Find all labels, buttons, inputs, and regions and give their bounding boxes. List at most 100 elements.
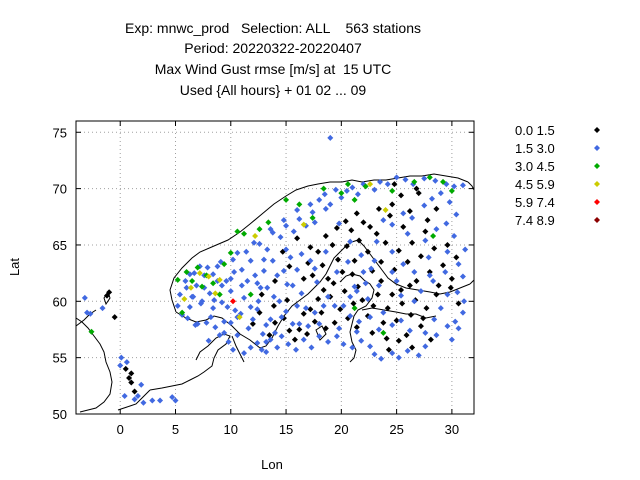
coastline-denmark	[149, 333, 231, 391]
station-point	[389, 187, 396, 194]
station-point	[207, 314, 214, 321]
station-point	[393, 317, 400, 324]
station-point	[290, 228, 297, 235]
station-point	[284, 281, 291, 288]
station-point	[330, 280, 337, 287]
station-point	[289, 320, 296, 327]
station-point	[307, 257, 314, 264]
station-point	[186, 303, 193, 310]
station-point	[378, 278, 385, 285]
x-tick-label: 0	[117, 422, 124, 437]
station-point	[99, 305, 106, 312]
coastline-scandinavia	[169, 173, 469, 313]
station-point	[199, 298, 206, 305]
station-point	[385, 346, 392, 353]
station-point	[389, 221, 396, 228]
station-point	[447, 284, 454, 291]
legend-entry-label: 1.5 3.0	[515, 141, 555, 156]
station-point	[380, 329, 387, 336]
station-point	[351, 196, 358, 203]
station-point	[269, 257, 276, 264]
station-point	[277, 234, 284, 241]
station-point	[413, 185, 420, 192]
station-point	[252, 272, 259, 279]
station-point	[190, 293, 197, 300]
station-point	[422, 329, 429, 336]
station-point	[417, 288, 424, 295]
station-point	[296, 320, 303, 327]
station-point	[236, 314, 243, 321]
station-point	[283, 222, 290, 229]
station-point	[238, 282, 245, 289]
station-point	[260, 267, 267, 274]
station-point	[362, 183, 369, 190]
station-point	[131, 388, 138, 395]
station-point	[249, 316, 256, 323]
station-point	[332, 186, 339, 193]
station-point	[371, 186, 378, 193]
station-point	[300, 221, 307, 228]
station-point	[384, 305, 391, 312]
station-point	[157, 397, 164, 404]
station-point	[322, 205, 329, 212]
station-point	[298, 290, 305, 297]
station-point	[117, 362, 124, 369]
station-point	[393, 174, 400, 181]
station-point	[256, 240, 263, 247]
station-point	[391, 181, 398, 188]
station-point	[347, 312, 354, 319]
station-point	[455, 261, 462, 268]
chart-title-line-1: Exp: mnwc_prod Selection: ALL 563 statio…	[125, 20, 421, 36]
station-point	[234, 332, 241, 339]
station-point	[421, 175, 428, 182]
station-point	[398, 287, 405, 294]
legend-marker	[594, 199, 600, 205]
station-point	[353, 328, 360, 335]
station-point	[377, 178, 384, 185]
station-point	[424, 217, 431, 224]
chart-title-line-3: Max Wind Gust rmse [m/s] at 15 UTC	[154, 61, 392, 77]
station-point	[433, 332, 440, 339]
station-point	[382, 239, 389, 246]
station-point	[187, 284, 194, 291]
station-point	[134, 392, 141, 399]
station-point	[254, 306, 261, 313]
data-points	[81, 134, 469, 406]
station-point	[296, 326, 303, 333]
station-point	[318, 309, 325, 316]
station-point	[191, 270, 198, 277]
station-point	[375, 205, 382, 212]
station-point	[461, 298, 468, 305]
station-point	[243, 248, 250, 255]
station-point	[257, 284, 264, 291]
station-point	[358, 337, 365, 344]
station-point	[258, 346, 265, 353]
station-point	[227, 249, 234, 256]
station-point	[395, 337, 402, 344]
station-point	[227, 288, 234, 295]
station-point	[298, 250, 305, 257]
station-point	[382, 207, 389, 214]
station-point	[304, 330, 311, 337]
station-point	[270, 302, 277, 309]
station-point	[411, 269, 418, 276]
station-point	[364, 248, 371, 255]
station-point	[247, 344, 254, 351]
station-point	[283, 196, 290, 203]
coastline-sweden-east	[175, 239, 359, 349]
station-point	[229, 256, 236, 263]
station-point	[389, 321, 396, 328]
station-point	[341, 288, 348, 295]
station-point	[296, 216, 303, 223]
station-point	[354, 191, 361, 198]
station-point	[389, 248, 396, 255]
station-point	[362, 280, 369, 287]
station-point	[400, 223, 407, 230]
station-point	[216, 291, 223, 298]
y-tick-label: 60	[53, 294, 67, 309]
x-axis-label: Lon	[261, 457, 283, 472]
station-point	[431, 316, 438, 323]
station-point	[316, 196, 323, 203]
station-point	[338, 194, 345, 201]
station-point	[402, 176, 409, 183]
